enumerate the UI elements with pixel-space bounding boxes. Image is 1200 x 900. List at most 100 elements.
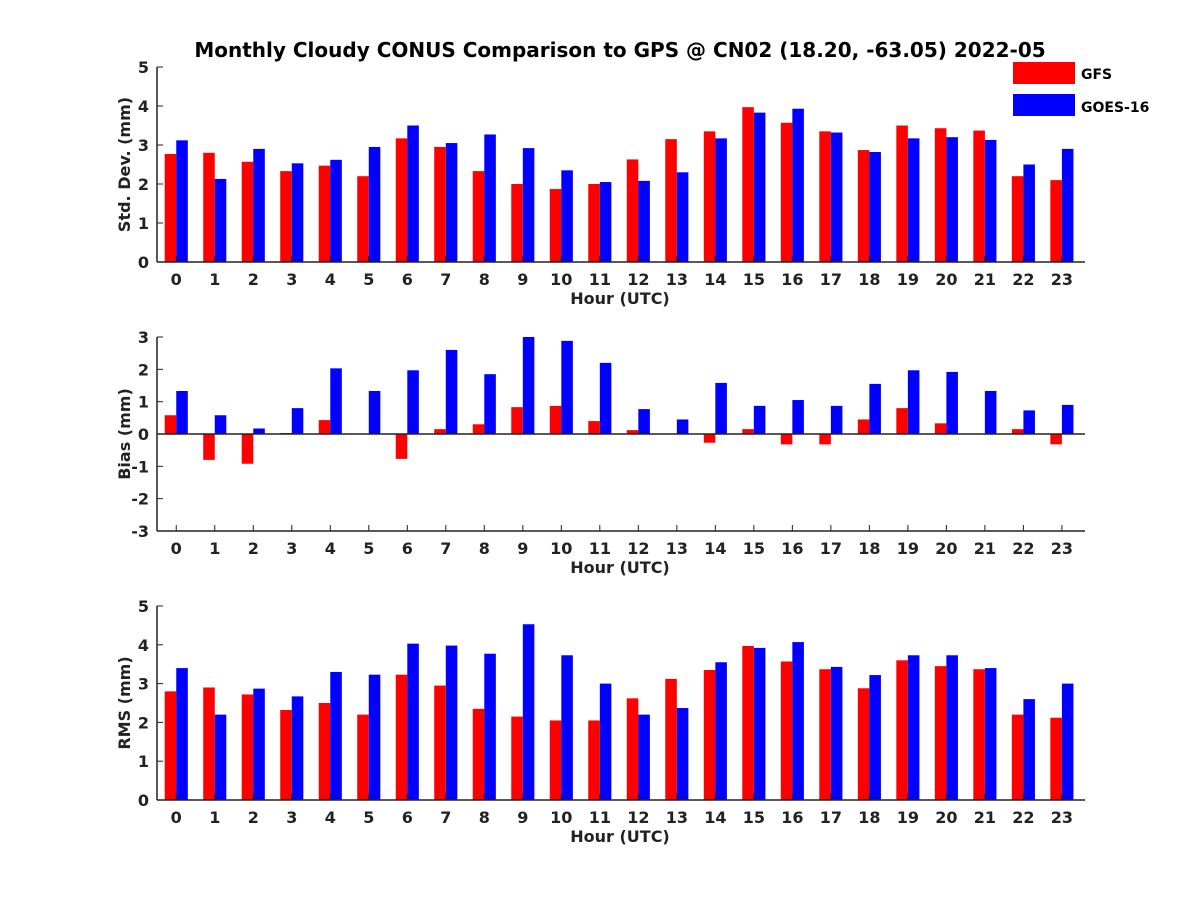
- y-tick-label: 1: [138, 214, 149, 233]
- bar-std-dev-goes16-h21: [984, 139, 997, 262]
- bar-std-dev-goes16-h8: [484, 134, 496, 262]
- x-tick-label: 4: [325, 270, 336, 289]
- bar-std-dev-gfs-h1: [203, 152, 215, 262]
- y-tick-label: -3: [131, 522, 149, 541]
- bar-rms-gfs-h11: [588, 720, 600, 800]
- bar-std-dev-gfs-h22: [1011, 176, 1024, 262]
- bar-std-dev-goes16-h7: [445, 143, 458, 262]
- y-tick-label: 5: [138, 58, 149, 77]
- bar-bias-goes16-h13: [676, 419, 689, 434]
- bar-std-dev-goes16-h5: [368, 146, 381, 262]
- bar-rms-gfs-h18: [857, 688, 870, 800]
- x-tick-label: 6: [402, 270, 413, 289]
- x-tick-label: 6: [402, 808, 413, 827]
- bar-bias-goes16-h17: [830, 405, 843, 434]
- bar-rms-gfs-h20: [934, 666, 947, 800]
- x-tick-label: 13: [666, 539, 688, 558]
- bar-std-dev-goes16-h2: [253, 148, 265, 262]
- x-tick-label: 11: [589, 808, 611, 827]
- x-tick-label: 23: [1051, 539, 1073, 558]
- bar-std-dev-gfs-h17: [819, 131, 831, 262]
- x-tick-label: 15: [743, 270, 765, 289]
- bar-bias-goes16-h4: [330, 368, 342, 434]
- bar-rms-gfs-h16: [780, 661, 793, 800]
- bar-rms-goes16-h15: [753, 647, 766, 800]
- bar-bias-goes16-h16: [792, 400, 804, 434]
- bar-bias-gfs-h8: [472, 424, 485, 434]
- bar-rms-goes16-h23: [1061, 683, 1074, 800]
- bar-rms-gfs-h21: [973, 669, 985, 800]
- bar-rms-goes16-h8: [484, 653, 496, 800]
- bar-std-dev-goes16-h13: [676, 172, 689, 262]
- y-tick-label: 4: [138, 636, 149, 655]
- x-tick-label: 3: [286, 539, 297, 558]
- bar-std-dev-gfs-h20: [934, 128, 947, 262]
- x-tick-label: 1: [209, 270, 220, 289]
- x-tick-label: 12: [627, 539, 649, 558]
- bar-bias-gfs-h7: [434, 429, 446, 434]
- bar-bias-goes16-h18: [869, 383, 881, 434]
- x-tick-label: 22: [1012, 270, 1034, 289]
- bar-std-dev-goes16-h22: [1023, 164, 1035, 262]
- bar-rms-goes16-h20: [946, 655, 958, 800]
- y-tick-label: 5: [138, 597, 149, 616]
- bar-rms-gfs-h2: [241, 694, 254, 800]
- y-tick-label: 2: [138, 175, 149, 194]
- bar-rms-gfs-h14: [703, 670, 716, 800]
- x-tick-label: 18: [858, 539, 880, 558]
- bar-rms-goes16-h0: [176, 668, 188, 800]
- bar-std-dev-goes16-h15: [753, 112, 766, 262]
- bar-rms-gfs-h10: [549, 720, 562, 800]
- y-tick-label: 3: [138, 136, 149, 155]
- bar-std-dev-gfs-h0: [164, 153, 177, 262]
- bar-std-dev-goes16-h18: [869, 152, 881, 262]
- bar-rms-gfs-h3: [280, 709, 292, 800]
- x-tick-label: 22: [1012, 539, 1034, 558]
- bar-rms-gfs-h7: [434, 685, 446, 800]
- bar-rms-goes16-h18: [869, 675, 881, 800]
- chart-legend: GFS GOES-16: [1013, 62, 1149, 116]
- bar-rms-goes16-h4: [330, 671, 342, 800]
- legend-swatch-goes16: [1013, 94, 1075, 116]
- bar-std-dev-gfs-h11: [588, 184, 600, 262]
- bar-std-dev-gfs-h9: [511, 184, 523, 262]
- bar-bias-goes16-h15: [753, 405, 766, 434]
- x-tick-label: 3: [286, 808, 297, 827]
- bar-bias-gfs-h4: [318, 420, 331, 434]
- x-tick-label: 19: [897, 270, 919, 289]
- bar-rms-goes16-h21: [984, 668, 997, 800]
- x-tick-label: 0: [171, 270, 182, 289]
- x-axis-label: Hour (UTC): [570, 827, 670, 846]
- bar-std-dev-goes16-h9: [522, 148, 535, 262]
- bar-bias-gfs-h0: [164, 415, 177, 434]
- bar-std-dev-goes16-h20: [946, 137, 958, 262]
- bar-bias-gfs-h11: [588, 421, 600, 434]
- bar-rms-goes16-h11: [599, 683, 612, 800]
- bar-rms-gfs-h22: [1011, 714, 1024, 800]
- legend-label-gfs: GFS: [1081, 67, 1112, 83]
- bar-bias-goes16-h8: [484, 374, 496, 434]
- bar-std-dev-goes16-h16: [792, 108, 804, 262]
- bar-bias-gfs-h22: [1011, 429, 1024, 434]
- x-tick-label: 7: [440, 539, 451, 558]
- bar-bias-goes16-h2: [253, 428, 265, 434]
- x-tick-label: 9: [517, 270, 528, 289]
- x-tick-label: 23: [1051, 808, 1073, 827]
- bar-bias-goes16-h1: [214, 415, 227, 434]
- x-tick-label: 17: [820, 539, 842, 558]
- y-tick-label: 1: [138, 752, 149, 771]
- bar-bias-goes16-h10: [561, 340, 573, 434]
- bar-rms-gfs-h13: [665, 678, 677, 800]
- bar-bias-goes16-h12: [638, 409, 650, 434]
- x-tick-label: 17: [820, 808, 842, 827]
- x-tick-label: 3: [286, 270, 297, 289]
- x-tick-label: 0: [171, 539, 182, 558]
- x-tick-label: 4: [325, 808, 336, 827]
- bar-std-dev-gfs-h19: [896, 125, 908, 262]
- x-tick-label: 8: [479, 539, 490, 558]
- x-tick-label: 0: [171, 808, 182, 827]
- x-tick-label: 5: [363, 808, 374, 827]
- bar-std-dev-goes16-h17: [830, 132, 843, 262]
- bar-bias-gfs-h14: [703, 434, 716, 443]
